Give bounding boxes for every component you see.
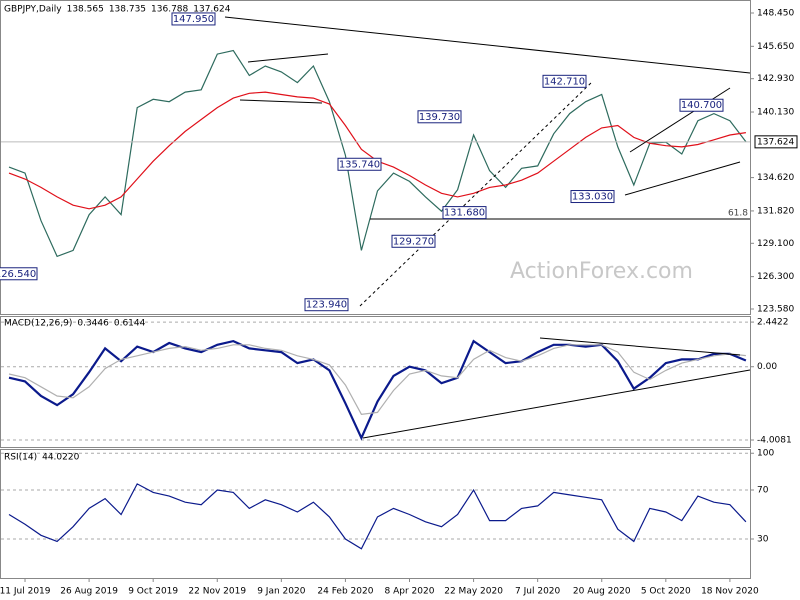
annotation-label: 126.540 — [0, 269, 36, 280]
y-tick-label: -4.0081 — [757, 436, 792, 446]
annotation-box — [570, 190, 615, 204]
x-tick-label: 9 Jan 2020 — [257, 587, 305, 597]
y-tick-label: 70 — [757, 485, 769, 495]
x-tick-label: 22 May 2020 — [444, 587, 503, 597]
x-tick-label: 11 Jul 2019 — [0, 587, 51, 597]
annotation-label: 133.030 — [572, 192, 613, 203]
annotation-label: 135.740 — [339, 159, 380, 170]
fib-label: 61.8 — [728, 209, 748, 219]
y-tick-label: 123.580 — [757, 305, 794, 315]
y-tick-label: 129.100 — [757, 239, 794, 249]
series-line — [8, 339, 747, 441]
annotation-box — [337, 157, 382, 171]
header-text: 136.788 — [151, 5, 188, 15]
y-tick-label: 142.930 — [757, 74, 794, 84]
trendline — [362, 369, 751, 439]
annotation-box — [171, 12, 216, 26]
trendline — [624, 161, 741, 196]
annotation-label: 140.700 — [681, 100, 722, 111]
annotation-box — [417, 110, 462, 124]
y-tick-label: 30 — [757, 534, 769, 544]
header-text: 138.565 — [67, 5, 104, 15]
header-text: 138.735 — [109, 5, 146, 15]
annotation-box — [304, 298, 349, 312]
series-line — [8, 483, 747, 550]
x-tick-label: 24 Feb 2020 — [317, 587, 373, 597]
header-text: 0.6144 — [114, 319, 146, 329]
y-tick-label: 131.820 — [757, 206, 794, 216]
header-text: MACD(12,26,9) — [4, 319, 72, 329]
annotation-label: 142.710 — [544, 76, 585, 87]
annotation-box — [679, 98, 724, 112]
annotation-box — [391, 234, 436, 248]
y-tick-label: 148.450 — [757, 8, 794, 18]
header-text: RSI(14) — [4, 453, 37, 463]
x-tick-label: 7 Jul 2020 — [515, 587, 560, 597]
x-tick-label: 8 Apr 2020 — [385, 587, 435, 597]
x-tick-label: 9 Oct 2019 — [128, 587, 178, 597]
y-tick-label: 2.4422 — [757, 318, 789, 328]
trendline — [224, 16, 751, 74]
annotation-label: 131.680 — [444, 208, 485, 219]
trendline — [247, 53, 329, 63]
series-line — [8, 344, 746, 415]
y-tick-label: 0.00 — [757, 362, 777, 372]
annotation-label: 123.940 — [306, 300, 347, 311]
macd-panel — [0, 316, 751, 448]
y-tick-label: 126.300 — [757, 272, 794, 282]
annotation-label: 147.950 — [173, 14, 214, 25]
header-text: 0.3446 — [77, 319, 109, 329]
series-line — [8, 49, 747, 258]
annotation-label: 139.730 — [419, 112, 460, 123]
rsi-panel — [0, 449, 751, 579]
trendline — [239, 99, 323, 104]
x-tick-label: 20 Aug 2020 — [573, 587, 631, 597]
x-tick-label: 18 Nov 2020 — [701, 587, 759, 597]
y-tick-label: 100 — [757, 449, 774, 459]
price-tag-box — [754, 135, 798, 149]
header-text: 137.624 — [193, 5, 230, 15]
annotation-box — [442, 206, 487, 220]
y-tick-label: 140.130 — [757, 108, 794, 118]
y-tick-label: 134.620 — [757, 173, 794, 183]
annotation-box — [0, 267, 38, 281]
price-tag: 137.624 — [757, 137, 794, 147]
x-tick-label: 22 Nov 2019 — [188, 587, 246, 597]
trendline — [539, 337, 741, 356]
x-tick-label: 26 Aug 2019 — [60, 587, 118, 597]
price-panel — [0, 0, 751, 315]
y-tick-label: 145.650 — [757, 42, 794, 52]
watermark: ActionForex.com — [510, 259, 693, 284]
header-text: GBPJPY,Daily — [4, 5, 62, 15]
annotation-label: 129.270 — [393, 236, 434, 247]
trendline — [629, 87, 731, 153]
annotation-box — [542, 74, 587, 88]
header-text: 44.0220 — [42, 453, 79, 463]
x-tick-label: 5 Oct 2020 — [641, 587, 691, 597]
